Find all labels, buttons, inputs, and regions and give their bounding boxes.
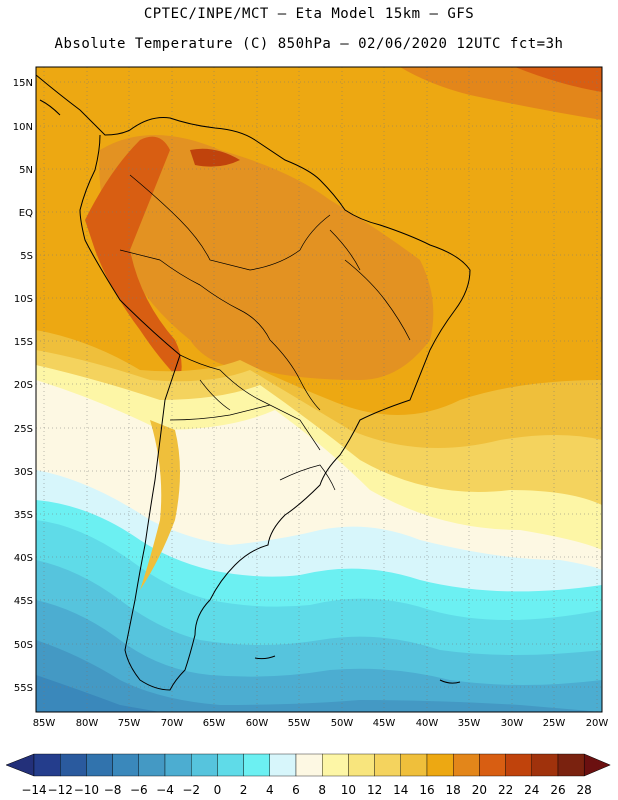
colorbar-swatch xyxy=(86,753,113,777)
lon-label: 70W xyxy=(161,718,184,729)
lat-label: 45S xyxy=(14,596,33,607)
country-borders xyxy=(119,174,411,491)
lat-label: 15S xyxy=(14,337,33,348)
lat-label: 55S xyxy=(14,683,33,694)
colorbar-label: 20 xyxy=(472,783,487,797)
lon-label: 30W xyxy=(501,718,524,729)
colorbar-label: 6 xyxy=(292,783,300,797)
lon-label: 55W xyxy=(288,718,311,729)
lon-label: 40W xyxy=(416,718,439,729)
lat-label: EQ xyxy=(19,208,33,219)
colorbar-label: 26 xyxy=(550,783,565,797)
colorbar-label: −14 xyxy=(21,783,46,797)
lon-label: 65W xyxy=(203,718,226,729)
colorbar-label: 8 xyxy=(318,783,326,797)
colorbar-swatch xyxy=(505,753,533,777)
lat-label: 5N xyxy=(19,165,33,176)
colorbar-swatch xyxy=(33,753,61,777)
colorbar-swatch xyxy=(348,753,375,777)
colorbar-swatch xyxy=(295,753,323,777)
chart-title-line2: Absolute Temperature (C) 850hPa – 02/06/… xyxy=(54,36,564,52)
lat-label: 40S xyxy=(14,553,33,564)
lon-label: 35W xyxy=(458,718,481,729)
colorbar-label: 24 xyxy=(524,783,539,797)
lon-label: 50W xyxy=(331,718,354,729)
lat-label: 20S xyxy=(14,380,33,391)
colorbar-swatch xyxy=(112,753,139,777)
colorbar-label: 2 xyxy=(240,783,248,797)
colorbar-label: −2 xyxy=(182,783,200,797)
colorbar-label: 10 xyxy=(341,783,356,797)
lon-label: 45W xyxy=(373,718,396,729)
lat-label: 15N xyxy=(13,78,33,89)
colorbar-swatch xyxy=(400,753,428,777)
lon-label: 20W xyxy=(586,718,609,729)
lat-label: 50S xyxy=(14,640,33,651)
colorbar-swatch xyxy=(138,753,166,777)
temperature-field xyxy=(36,67,602,712)
colorbar-swatch xyxy=(453,753,480,777)
chart-title-line1: CPTEC/INPE/MCT – Eta Model 15km – GFS xyxy=(143,6,475,22)
colorbar-swatch xyxy=(531,753,559,777)
lat-label: 25S xyxy=(14,424,33,435)
colorbar-high-cap xyxy=(583,753,611,777)
colorbar-label: −6 xyxy=(130,783,148,797)
lon-label: 80W xyxy=(76,718,99,729)
lat-label: 5S xyxy=(20,251,33,262)
colorbar-swatch xyxy=(164,753,192,777)
colorbar-swatch xyxy=(479,753,506,777)
colorbar-swatch xyxy=(374,753,402,777)
colorbar-swatch xyxy=(190,753,218,777)
colorbar-label: 14 xyxy=(393,783,408,797)
colorbar-swatch xyxy=(269,753,297,777)
lat-label: 10N xyxy=(13,122,33,133)
lon-label: 85W xyxy=(33,718,56,729)
colorbar-swatch xyxy=(243,753,271,777)
colorbar-labels: −14 −12 −10 −8 −6 −4 −2 0 2 4 6 8 10 12 14 16 18 20 22 24 26… xyxy=(21,783,592,797)
colorbar-label: 12 xyxy=(367,783,382,797)
lon-label: 25W xyxy=(543,718,566,729)
colorbar-swatch xyxy=(217,753,244,777)
colorbar-label: 4 xyxy=(266,783,274,797)
colorbar-label: −12 xyxy=(48,783,73,797)
colorbar-label: −8 xyxy=(104,783,122,797)
colorbar-swatch xyxy=(557,753,585,777)
colorbar-swatch xyxy=(322,753,349,777)
lat-label: 30S xyxy=(14,467,33,478)
colorbar-label: 22 xyxy=(498,783,513,797)
coastlines xyxy=(36,67,471,691)
colorbar-label: 0 xyxy=(214,783,222,797)
colorbar-label: −4 xyxy=(156,783,174,797)
lon-label: 60W xyxy=(246,718,269,729)
longitude-labels: 85W 80W 75W 70W 65W 60W 55W 50W 45W 40W 35W 30W 25W 2… xyxy=(33,718,609,729)
colorbar-label: 28 xyxy=(577,783,592,797)
map-frame xyxy=(35,66,603,713)
latitude-labels: 15N 10N 5N EQ 5S 10S 15S 20S 25S 30S 35S 40S 45S 50S 5… xyxy=(13,78,33,694)
colorbar-low-cap xyxy=(5,753,35,777)
colorbar-label: 16 xyxy=(419,783,434,797)
colorbar-label: −10 xyxy=(74,783,99,797)
lat-label: 10S xyxy=(14,294,33,305)
lat-label: 35S xyxy=(14,510,33,521)
colorbar-label: 18 xyxy=(446,783,461,797)
colorbar-swatch xyxy=(426,753,454,777)
lon-label: 75W xyxy=(118,718,141,729)
colorbar-swatch xyxy=(60,753,87,777)
